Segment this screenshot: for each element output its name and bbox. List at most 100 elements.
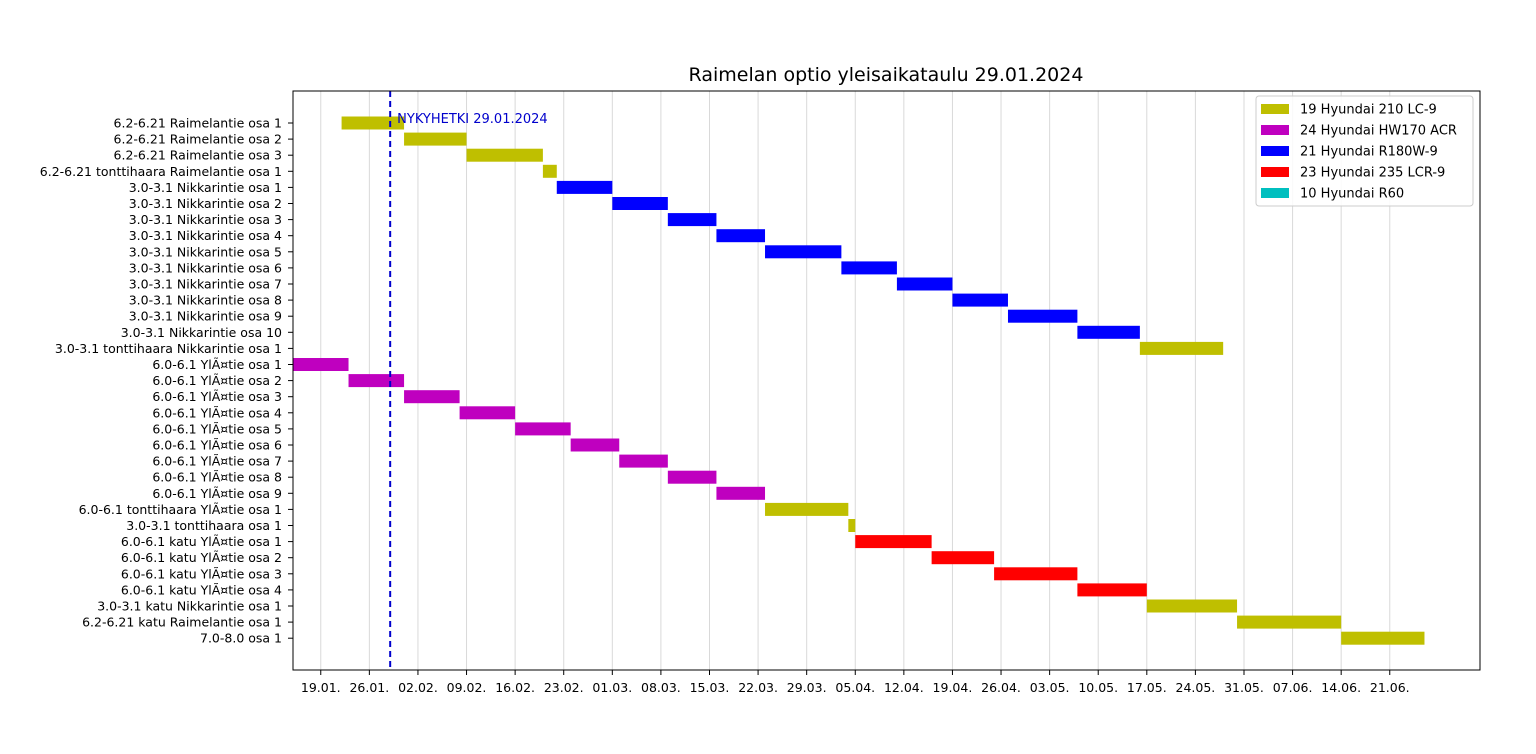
y-tick-label: 3.0-3.1 Nikkarintie osa 10 xyxy=(121,325,282,340)
task-bar xyxy=(1007,309,1078,323)
y-tick-label: 6.0-6.1 katu YlÃ¤tie osa 3 xyxy=(121,566,282,581)
x-tick-label: 19.04. xyxy=(933,680,973,695)
y-axis-ticks: 6.2-6.21 Raimelantie osa 16.2-6.21 Raime… xyxy=(40,116,293,646)
x-tick-label: 15.03. xyxy=(690,680,730,695)
y-tick-label: 6.0-6.1 tonttihaara YlÃ¤tie osa 1 xyxy=(79,502,282,517)
y-tick-label: 6.2-6.21 Raimelantie osa 3 xyxy=(114,148,282,163)
y-tick-label: 6.0-6.1 katu YlÃ¤tie osa 1 xyxy=(121,534,282,549)
legend-swatch xyxy=(1261,104,1289,114)
task-bar xyxy=(841,261,897,275)
task-bar xyxy=(404,390,460,404)
legend-swatch xyxy=(1261,146,1289,156)
x-tick-label: 24.05. xyxy=(1176,680,1216,695)
task-bar xyxy=(952,293,1008,307)
y-tick-label: 3.0-3.1 tonttihaara osa 1 xyxy=(126,518,282,533)
x-axis-ticks: 19.01. 26.01. 02.02. 09.02. 16.02. 23.02. 01.0… xyxy=(301,670,1410,695)
legend-box xyxy=(1255,95,1474,207)
x-tick-label: 26.01. xyxy=(349,680,389,695)
task-bar xyxy=(1237,615,1342,629)
current-date-label: NYKYHETKI 29.01.2024 xyxy=(397,112,548,127)
x-tick-label: 14.06. xyxy=(1321,680,1361,695)
task-bar xyxy=(855,535,932,549)
y-tick-label: 6.0-6.1 YlÃ¤tie osa 6 xyxy=(152,438,282,453)
y-tick-label: 3.0-3.1 Nikkarintie osa 3 xyxy=(129,212,282,227)
y-tick-label: 6.0-6.1 YlÃ¤tie osa 5 xyxy=(152,421,282,436)
y-tick-label: 3.0-3.1 tonttihaara Nikkarintie osa 1 xyxy=(55,341,282,356)
x-tick-label: 12.04. xyxy=(884,680,924,695)
task-bar xyxy=(1341,631,1425,645)
task-bars xyxy=(293,116,1425,645)
y-tick-label: 6.0-6.1 YlÃ¤tie osa 3 xyxy=(152,389,282,404)
task-bar xyxy=(459,406,516,420)
y-tick-label: 6.0-6.1 YlÃ¤tie osa 9 xyxy=(152,486,282,501)
x-tick-label: 07.06. xyxy=(1273,680,1313,695)
x-tick-label: 26.04. xyxy=(981,680,1021,695)
y-tick-label: 3.0-3.1 Nikkarintie osa 2 xyxy=(129,196,282,211)
task-bar xyxy=(667,470,717,484)
x-tick-label: 05.04. xyxy=(835,680,875,695)
task-bar xyxy=(765,245,842,259)
task-bar xyxy=(542,164,557,178)
task-bar xyxy=(1139,341,1224,355)
x-tick-label: 31.05. xyxy=(1224,680,1264,695)
y-tick-label: 6.2-6.21 tonttihaara Raimelantie osa 1 xyxy=(40,164,282,179)
x-tick-label: 29.03. xyxy=(787,680,827,695)
y-tick-label: 6.0-6.1 YlÃ¤tie osa 7 xyxy=(152,454,282,469)
x-tick-label: 09.02. xyxy=(447,680,487,695)
task-bar xyxy=(1077,583,1147,597)
legend-swatch xyxy=(1261,167,1289,177)
grid-lines xyxy=(320,91,1391,670)
task-bar xyxy=(716,229,766,243)
task-bar xyxy=(765,502,849,516)
task-bar xyxy=(556,180,613,194)
task-bar xyxy=(404,132,467,146)
task-bar xyxy=(341,116,405,130)
task-bar xyxy=(896,277,953,291)
task-bar xyxy=(1077,325,1140,339)
y-tick-label: 6.0-6.1 katu YlÃ¤tie osa 2 xyxy=(121,550,282,565)
x-tick-label: 08.03. xyxy=(641,680,681,695)
y-tick-label: 3.0-3.1 Nikkarintie osa 1 xyxy=(129,180,282,195)
task-bar xyxy=(1146,599,1238,613)
y-tick-label: 3.0-3.1 Nikkarintie osa 5 xyxy=(129,244,282,259)
chart-title: Raimelan optio yleisaikataulu 29.01.2024 xyxy=(689,64,1084,86)
x-tick-label: 23.02. xyxy=(544,680,584,695)
task-bar xyxy=(612,197,668,210)
legend: 19 Hyundai 210 LC-9 24 Hyundai HW170 ACR 2… xyxy=(1255,95,1474,207)
y-tick-label: 3.0-3.1 Nikkarintie osa 6 xyxy=(129,260,282,275)
task-bar xyxy=(994,567,1078,581)
x-tick-label: 10.05. xyxy=(1078,680,1118,695)
task-bar xyxy=(848,519,856,532)
current-date-marker: NYKYHETKI 29.01.2024 xyxy=(389,91,548,670)
task-bar xyxy=(348,374,405,388)
x-tick-label: 01.03. xyxy=(592,680,632,695)
legend-swatch xyxy=(1261,188,1289,198)
task-bar xyxy=(716,486,766,500)
y-tick-label: 6.0-6.1 YlÃ¤tie osa 4 xyxy=(152,405,282,420)
y-tick-label: 3.0-3.1 Nikkarintie osa 4 xyxy=(129,228,282,243)
legend-label: 24 Hyundai HW170 ACR xyxy=(1300,124,1457,139)
x-tick-label: 02.02. xyxy=(398,680,438,695)
legend-swatch xyxy=(1261,125,1289,135)
legend-label: 10 Hyundai R60 xyxy=(1300,187,1404,202)
x-tick-label: 16.02. xyxy=(495,680,535,695)
y-tick-label: 6.2-6.21 Raimelantie osa 2 xyxy=(114,132,282,147)
task-bar xyxy=(931,551,995,565)
y-tick-label: 3.0-3.1 katu Nikkarintie osa 1 xyxy=(97,599,282,614)
y-tick-label: 6.0-6.1 YlÃ¤tie osa 2 xyxy=(152,373,282,388)
legend-label: 23 Hyundai 235 LCR-9 xyxy=(1300,166,1445,181)
task-bar xyxy=(293,358,349,371)
task-bar xyxy=(667,213,717,227)
y-tick-label: 6.0-6.1 katu YlÃ¤tie osa 4 xyxy=(121,582,282,597)
y-tick-label: 6.2-6.21 katu Raimelantie osa 1 xyxy=(82,615,282,630)
x-tick-label: 21.06. xyxy=(1370,680,1410,695)
x-tick-label: 19.01. xyxy=(301,680,341,695)
x-tick-label: 17.05. xyxy=(1127,680,1167,695)
y-tick-label: 3.0-3.1 Nikkarintie osa 7 xyxy=(129,277,282,292)
legend-label: 19 Hyundai 210 LC-9 xyxy=(1300,103,1437,118)
task-bar xyxy=(466,148,543,162)
y-tick-label: 6.0-6.1 YlÃ¤tie osa 8 xyxy=(152,470,282,485)
y-tick-label: 3.0-3.1 Nikkarintie osa 9 xyxy=(129,309,282,324)
y-tick-label: 6.0-6.1 YlÃ¤tie osa 1 xyxy=(152,357,282,372)
